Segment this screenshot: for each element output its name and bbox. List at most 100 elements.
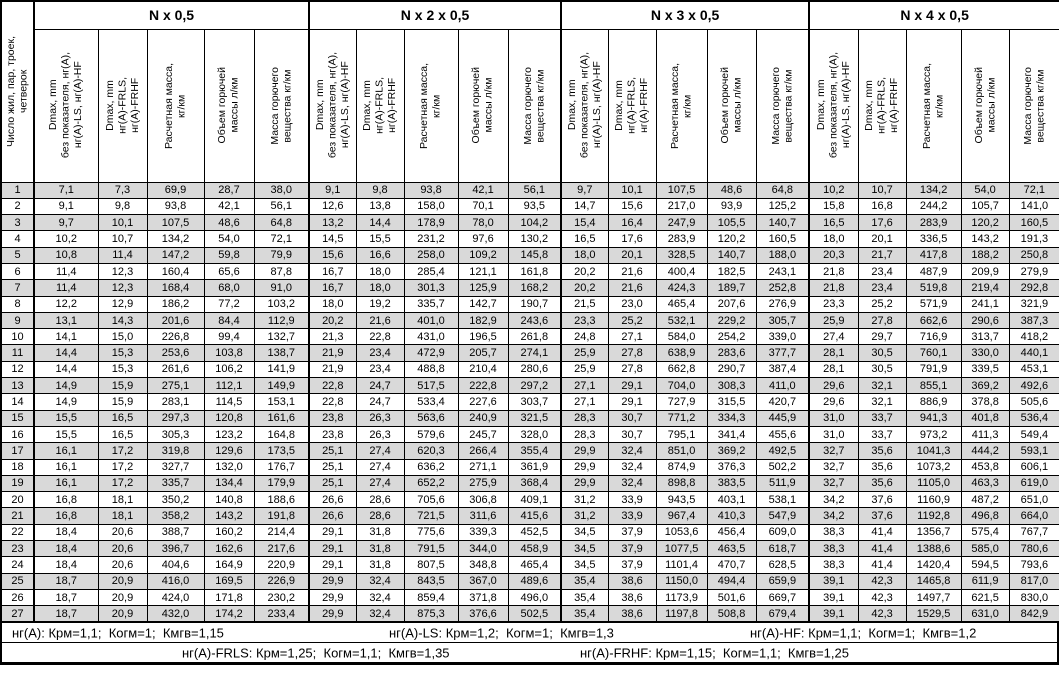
value-cell: 32,1 <box>857 377 907 395</box>
subheader-calc-mass-label: Расчетная масса, кг/км <box>418 62 444 149</box>
value-cell: 31,8 <box>355 540 405 558</box>
value-cell: 77,2 <box>203 295 255 313</box>
subheader-calc-mass-label: Расчетная масса, кг/км <box>921 62 946 149</box>
value-cell: 168,2 <box>507 279 562 297</box>
row-number-cell: 19 <box>0 474 35 493</box>
value-cell: 188,2 <box>960 246 1010 264</box>
value-cell: 463,5 <box>706 540 757 558</box>
value-cell: 12,6 <box>308 197 357 216</box>
value-cell: 143,2 <box>203 507 255 525</box>
value-cell: 31,2 <box>560 491 609 509</box>
subheader-dmax-frls-frhf: Dmax, mm нг(А)-FRLS, нг(А)-FRHF <box>355 28 405 183</box>
row-number-cell: 7 <box>0 279 35 297</box>
value-cell: 1529,5 <box>905 605 962 623</box>
value-cell: 240,9 <box>457 409 509 427</box>
value-cell: 10,7 <box>857 181 907 199</box>
table-row: 5 10,8 11,4 147,2 59,8 79,9 15,6 16,6 258,0 109,2… <box>0 246 1059 264</box>
value-cell: 16,1 <box>33 474 99 493</box>
value-cell: 243,1 <box>755 262 810 281</box>
value-cell: 99,4 <box>203 328 255 346</box>
value-cell: 37,9 <box>607 540 657 558</box>
value-cell: 34,5 <box>560 540 609 558</box>
value-cell: 31,2 <box>560 507 609 525</box>
value-cell: 138,7 <box>253 344 310 362</box>
value-cell: 638,9 <box>655 344 708 362</box>
value-cell: 16,5 <box>560 230 609 248</box>
value-cell: 18,4 <box>33 556 99 574</box>
value-cell: 502,2 <box>755 458 810 476</box>
value-cell: 27,1 <box>607 328 657 346</box>
value-cell: 29,6 <box>808 393 859 411</box>
row-number-cell: 21 <box>0 507 35 525</box>
value-cell: 164,9 <box>203 556 255 574</box>
subheader-dmax-base-label: Dmax, mm без показателя, нг(А), нг(А)-LS… <box>814 52 853 159</box>
value-cell: 401,0 <box>403 311 459 330</box>
value-cell: 18,4 <box>33 523 99 542</box>
value-cell: 17,2 <box>97 458 148 476</box>
value-cell: 791,9 <box>905 360 962 379</box>
value-cell: 465,4 <box>655 295 708 313</box>
value-cell: 25,9 <box>560 360 609 379</box>
value-cell: 106,2 <box>203 360 255 379</box>
value-cell: 10,1 <box>607 181 657 199</box>
value-cell: 973,2 <box>905 425 962 444</box>
value-cell: 328,0 <box>507 425 562 444</box>
subheader-calc-mass: Расчетная масса, кг/км <box>905 28 962 183</box>
value-cell: 315,5 <box>706 393 757 411</box>
value-cell: 274,1 <box>507 344 562 362</box>
value-cell: 271,1 <box>457 458 509 476</box>
value-cell: 1101,4 <box>655 556 708 574</box>
value-cell: 795,1 <box>655 425 708 444</box>
value-cell: 25,1 <box>308 458 357 476</box>
footer-line-2: нг(А)-FRLS: Крм=1,25; Когм=1,1; Кмгв=1,3… <box>0 643 1059 666</box>
value-cell: 855,1 <box>905 377 962 395</box>
value-cell: 25,2 <box>857 295 907 313</box>
subheader-combustible-mass-label: Масса горючего вещества кг/км <box>521 66 547 145</box>
value-cell: 401,8 <box>960 409 1010 427</box>
subheader-combustible-mass: Масса горючего вещества кг/км <box>253 28 310 183</box>
value-cell: 21,9 <box>308 360 357 379</box>
value-cell: 25,1 <box>308 474 357 493</box>
value-cell: 536,4 <box>1008 409 1059 427</box>
value-cell: 196,5 <box>457 328 509 346</box>
value-cell: 424,3 <box>655 279 708 297</box>
value-cell: 141,0 <box>1008 197 1059 216</box>
row-number-cell: 8 <box>0 295 35 313</box>
value-cell: 188,6 <box>253 491 310 509</box>
value-cell: 241,1 <box>960 295 1010 313</box>
subheader-dmax-frls-frhf: Dmax, mm нг(А)-FRLS, нг(А)-FRHF <box>857 28 907 183</box>
value-cell: 28,1 <box>808 344 859 362</box>
value-cell: 258,0 <box>403 246 459 264</box>
value-cell: 409,1 <box>507 491 562 509</box>
value-cell: 21,8 <box>808 262 859 281</box>
value-cell: 652,2 <box>403 474 459 493</box>
value-cell: 120,8 <box>203 409 255 427</box>
value-cell: 403,1 <box>706 491 757 509</box>
value-cell: 42,1 <box>457 181 509 199</box>
value-cell: 15,5 <box>355 230 405 248</box>
subheader-dmax-base: Dmax, mm без показателя, нг(А), нг(А)-LS… <box>33 28 99 183</box>
subheader-dmax-base: Dmax, mm без показателя, нг(А), нг(А)-LS… <box>560 28 609 183</box>
row-number-cell: 23 <box>0 540 35 558</box>
value-cell: 9,1 <box>308 181 357 199</box>
value-cell: 230,2 <box>253 588 310 607</box>
subheader-dmax-frls-frhf-label: Dmax, mm нг(А)-FRLS, нг(А)-FRHF <box>361 77 399 134</box>
subheader-combustible-volume: Объем горючей массы л/км <box>960 28 1010 183</box>
value-cell: 16,8 <box>33 507 99 525</box>
value-cell: 29,9 <box>560 458 609 476</box>
value-cell: 13,1 <box>33 311 99 330</box>
value-cell: 791,5 <box>403 540 459 558</box>
value-cell: 25,1 <box>308 442 357 460</box>
value-cell: 33,9 <box>607 507 657 525</box>
table-row: 18 16,1 17,2 327,7 132,0 176,7 25,1 27,4 636,2 27… <box>0 458 1059 476</box>
value-cell: 132,7 <box>253 328 310 346</box>
value-cell: 191,3 <box>1008 230 1059 248</box>
value-cell: 327,7 <box>146 458 205 476</box>
coef-ng-a-hf: нг(А)-HF: Крм=1,1; Когм=1; Кмгв=1,2 <box>750 625 977 641</box>
value-cell: 18,0 <box>355 262 405 281</box>
value-cell: 129,6 <box>203 442 255 460</box>
value-cell: 261,6 <box>146 360 205 379</box>
value-cell: 107,5 <box>146 214 205 232</box>
value-cell: 350,2 <box>146 491 205 509</box>
subheader-combustible-mass: Масса горючего вещества кг/км <box>1008 28 1059 183</box>
